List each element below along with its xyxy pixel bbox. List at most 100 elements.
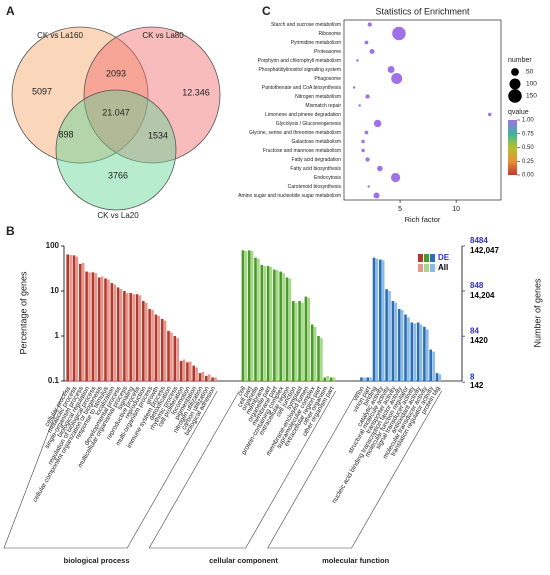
- venn-count: 1534: [148, 130, 168, 140]
- legend-swatch: [430, 254, 435, 262]
- bar: [160, 318, 164, 381]
- bar: [294, 302, 298, 381]
- legend-swatch: [424, 254, 429, 262]
- y-tick-label: 1: [55, 331, 60, 340]
- bar: [372, 257, 376, 381]
- bar: [189, 361, 192, 381]
- bubble: [367, 22, 372, 27]
- bar: [142, 300, 145, 381]
- y-tick-label: Phagosome: [314, 76, 341, 82]
- y-tick-label: Mismatch repair: [305, 103, 341, 109]
- bar: [379, 259, 382, 381]
- bar: [369, 377, 372, 381]
- x-tick-label: cell: [237, 385, 248, 397]
- bar: [263, 265, 266, 381]
- bar: [429, 349, 432, 381]
- bar: [198, 373, 202, 381]
- bubble: [361, 148, 365, 153]
- bar: [151, 309, 154, 381]
- venn-count: 2093: [106, 68, 126, 78]
- bar: [192, 365, 195, 381]
- bar: [88, 272, 91, 381]
- bar: [113, 284, 116, 381]
- venn-count: 5097: [32, 86, 52, 96]
- bar: [110, 283, 114, 381]
- bar: [416, 322, 420, 381]
- bar: [241, 250, 245, 381]
- group-label: biological process: [64, 556, 130, 565]
- bar: [138, 295, 142, 381]
- y-tick-label: Nitrogen metabolism: [295, 94, 341, 100]
- bubble: [356, 59, 359, 62]
- bar: [157, 315, 161, 381]
- bubble: [361, 139, 365, 144]
- bar: [260, 264, 264, 381]
- bar: [244, 250, 248, 381]
- panel-label: C: [262, 4, 271, 18]
- y2-tick-label: 8484: [470, 236, 488, 245]
- y-tick-label: 0.1: [48, 376, 60, 385]
- y2-tick-label: 142,047: [470, 246, 499, 255]
- bar: [397, 308, 401, 381]
- y-tick-label: Proteasome: [314, 49, 341, 55]
- y-tick-label: Glycine, serine and threonine metabolism: [249, 130, 341, 136]
- bar: [388, 291, 391, 381]
- bar: [179, 360, 183, 381]
- size-legend-mark: [508, 89, 522, 103]
- y2-tick-label: 8: [470, 372, 475, 381]
- size-legend-mark: [511, 68, 519, 76]
- bar: [329, 377, 333, 381]
- bar: [366, 377, 369, 381]
- bar: [292, 300, 295, 381]
- group-bracket: [3, 390, 218, 549]
- bar: [66, 254, 69, 381]
- bar: [97, 277, 101, 381]
- bar: [304, 296, 308, 381]
- bar: [282, 273, 285, 381]
- bar: [182, 359, 186, 381]
- panel-label: B: [6, 224, 15, 238]
- y-tick-label: Fatty acid biosynthesis: [290, 166, 341, 172]
- bar: [435, 373, 439, 381]
- y2-tick-label: 848: [470, 281, 484, 290]
- bar: [107, 279, 110, 381]
- bar: [432, 351, 435, 381]
- bar: [394, 302, 398, 381]
- bar: [211, 377, 214, 381]
- bubble: [364, 40, 369, 45]
- bar: [91, 272, 95, 381]
- bar: [426, 329, 429, 381]
- x-tick-label: 10: [452, 206, 460, 213]
- bubble: [365, 157, 370, 162]
- size-legend-label: 100: [526, 81, 537, 88]
- bubble: [387, 66, 395, 73]
- bar: [167, 330, 170, 381]
- bar: [173, 336, 177, 381]
- colorbar-label: 1.00: [522, 118, 534, 124]
- bar: [257, 258, 260, 381]
- bar: [123, 291, 126, 381]
- legend-label: DE: [438, 253, 450, 262]
- bubble: [358, 104, 361, 107]
- venn-count: 12.346: [182, 87, 210, 97]
- bar: [170, 332, 173, 381]
- y-tick-label: 10: [50, 286, 59, 295]
- bar: [413, 323, 416, 381]
- bar: [298, 300, 301, 381]
- bar: [269, 267, 273, 381]
- bubble: [391, 73, 403, 84]
- bar: [207, 374, 211, 381]
- venn-set-label: CK vs La80: [142, 31, 184, 40]
- bubble: [369, 49, 375, 54]
- y-tick-label: Fatty acid degradation: [292, 157, 342, 163]
- venn-set: [55, 89, 177, 211]
- size-legend-title: number: [508, 57, 532, 64]
- bar: [285, 277, 289, 381]
- colorbar-label: 0.00: [522, 173, 534, 179]
- bubble: [392, 26, 406, 41]
- group-label: molecular function: [322, 556, 390, 565]
- bar: [205, 375, 208, 381]
- y-tick-label: Phosphatidylinositol signaling system: [258, 67, 341, 73]
- bar: [391, 300, 395, 381]
- bar: [254, 257, 257, 381]
